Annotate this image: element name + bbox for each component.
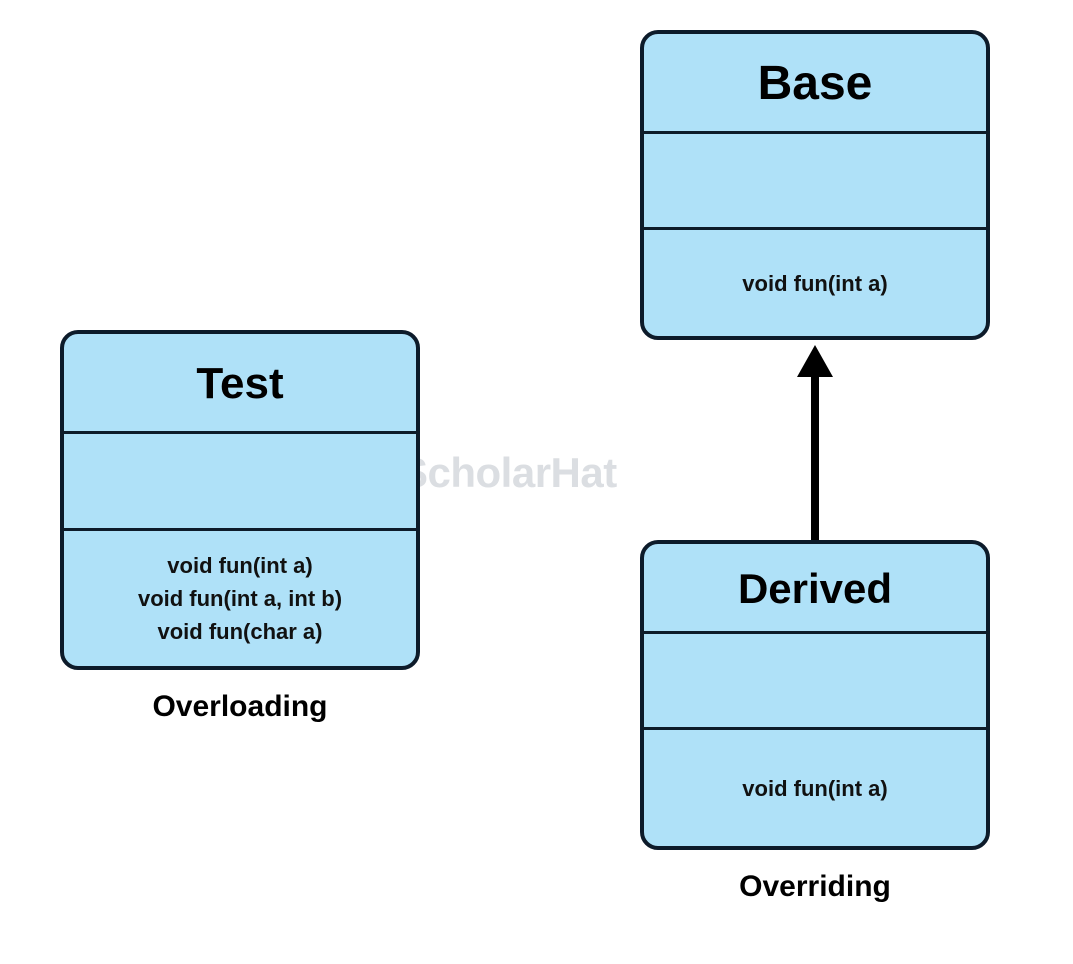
class-box-base: Base void fun(int a) [640,30,990,340]
class-box-derived: Derived void fun(int a) [640,540,990,850]
class-methods-base: void fun(int a) [644,230,986,336]
class-name-test: Test [64,334,416,434]
class-attributes-base [644,134,986,230]
method-signature: void fun(int a) [167,549,312,582]
class-attributes-test [64,434,416,531]
diagram-canvas: ScholarHat Test void fun(int a)void fun(… [0,0,1073,964]
class-methods-test: void fun(int a)void fun(int a, int b)voi… [64,531,416,666]
caption-overriding: Overriding [640,870,990,904]
inheritance-arrow-head-icon [797,345,833,377]
class-name-derived: Derived [644,544,986,634]
class-attributes-derived [644,634,986,730]
class-box-test: Test void fun(int a)void fun(int a, int … [60,330,420,670]
method-signature: void fun(int a) [742,772,887,805]
watermark-text: ScholarHat [400,449,617,497]
method-signature: void fun(int a) [742,267,887,300]
class-name-base: Base [644,34,986,134]
method-signature: void fun(int a, int b) [138,582,342,615]
caption-overloading: Overloading [60,690,420,724]
method-signature: void fun(char a) [157,615,322,648]
class-methods-derived: void fun(int a) [644,730,986,846]
inheritance-arrow-line [811,373,819,540]
